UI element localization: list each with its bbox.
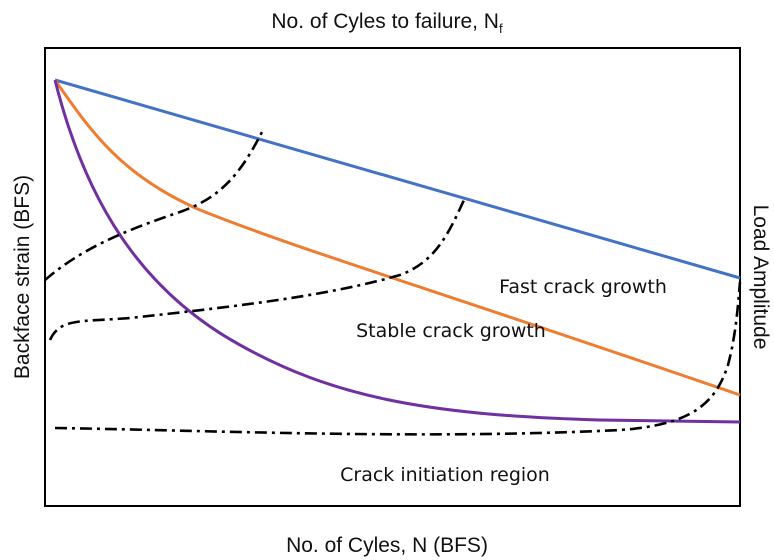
- right-axis-label: Load Amplitude: [749, 205, 772, 350]
- left-axis-label: Backface strain (BFS): [11, 175, 34, 379]
- top-axis-label: No. of Cyles to failure, Nf: [271, 10, 503, 36]
- top-axis-label-text: No. of Cyles to failure, N: [271, 10, 499, 33]
- boundary-curve: [54, 281, 742, 436]
- blue-line: [54, 78, 741, 280]
- region-label: Stable crack growth: [356, 320, 546, 342]
- boundary-curve: [44, 131, 264, 281]
- purple-curve: [53, 79, 741, 424]
- orange-curve: [53, 79, 741, 397]
- boundary-curve: [48, 199, 466, 341]
- region-label: Crack initiation region: [340, 464, 550, 486]
- bottom-axis-label: No. of Cyles, N (BFS): [286, 534, 488, 557]
- top-axis-label-subscript: f: [499, 21, 503, 36]
- region-label: Fast crack growth: [499, 276, 667, 298]
